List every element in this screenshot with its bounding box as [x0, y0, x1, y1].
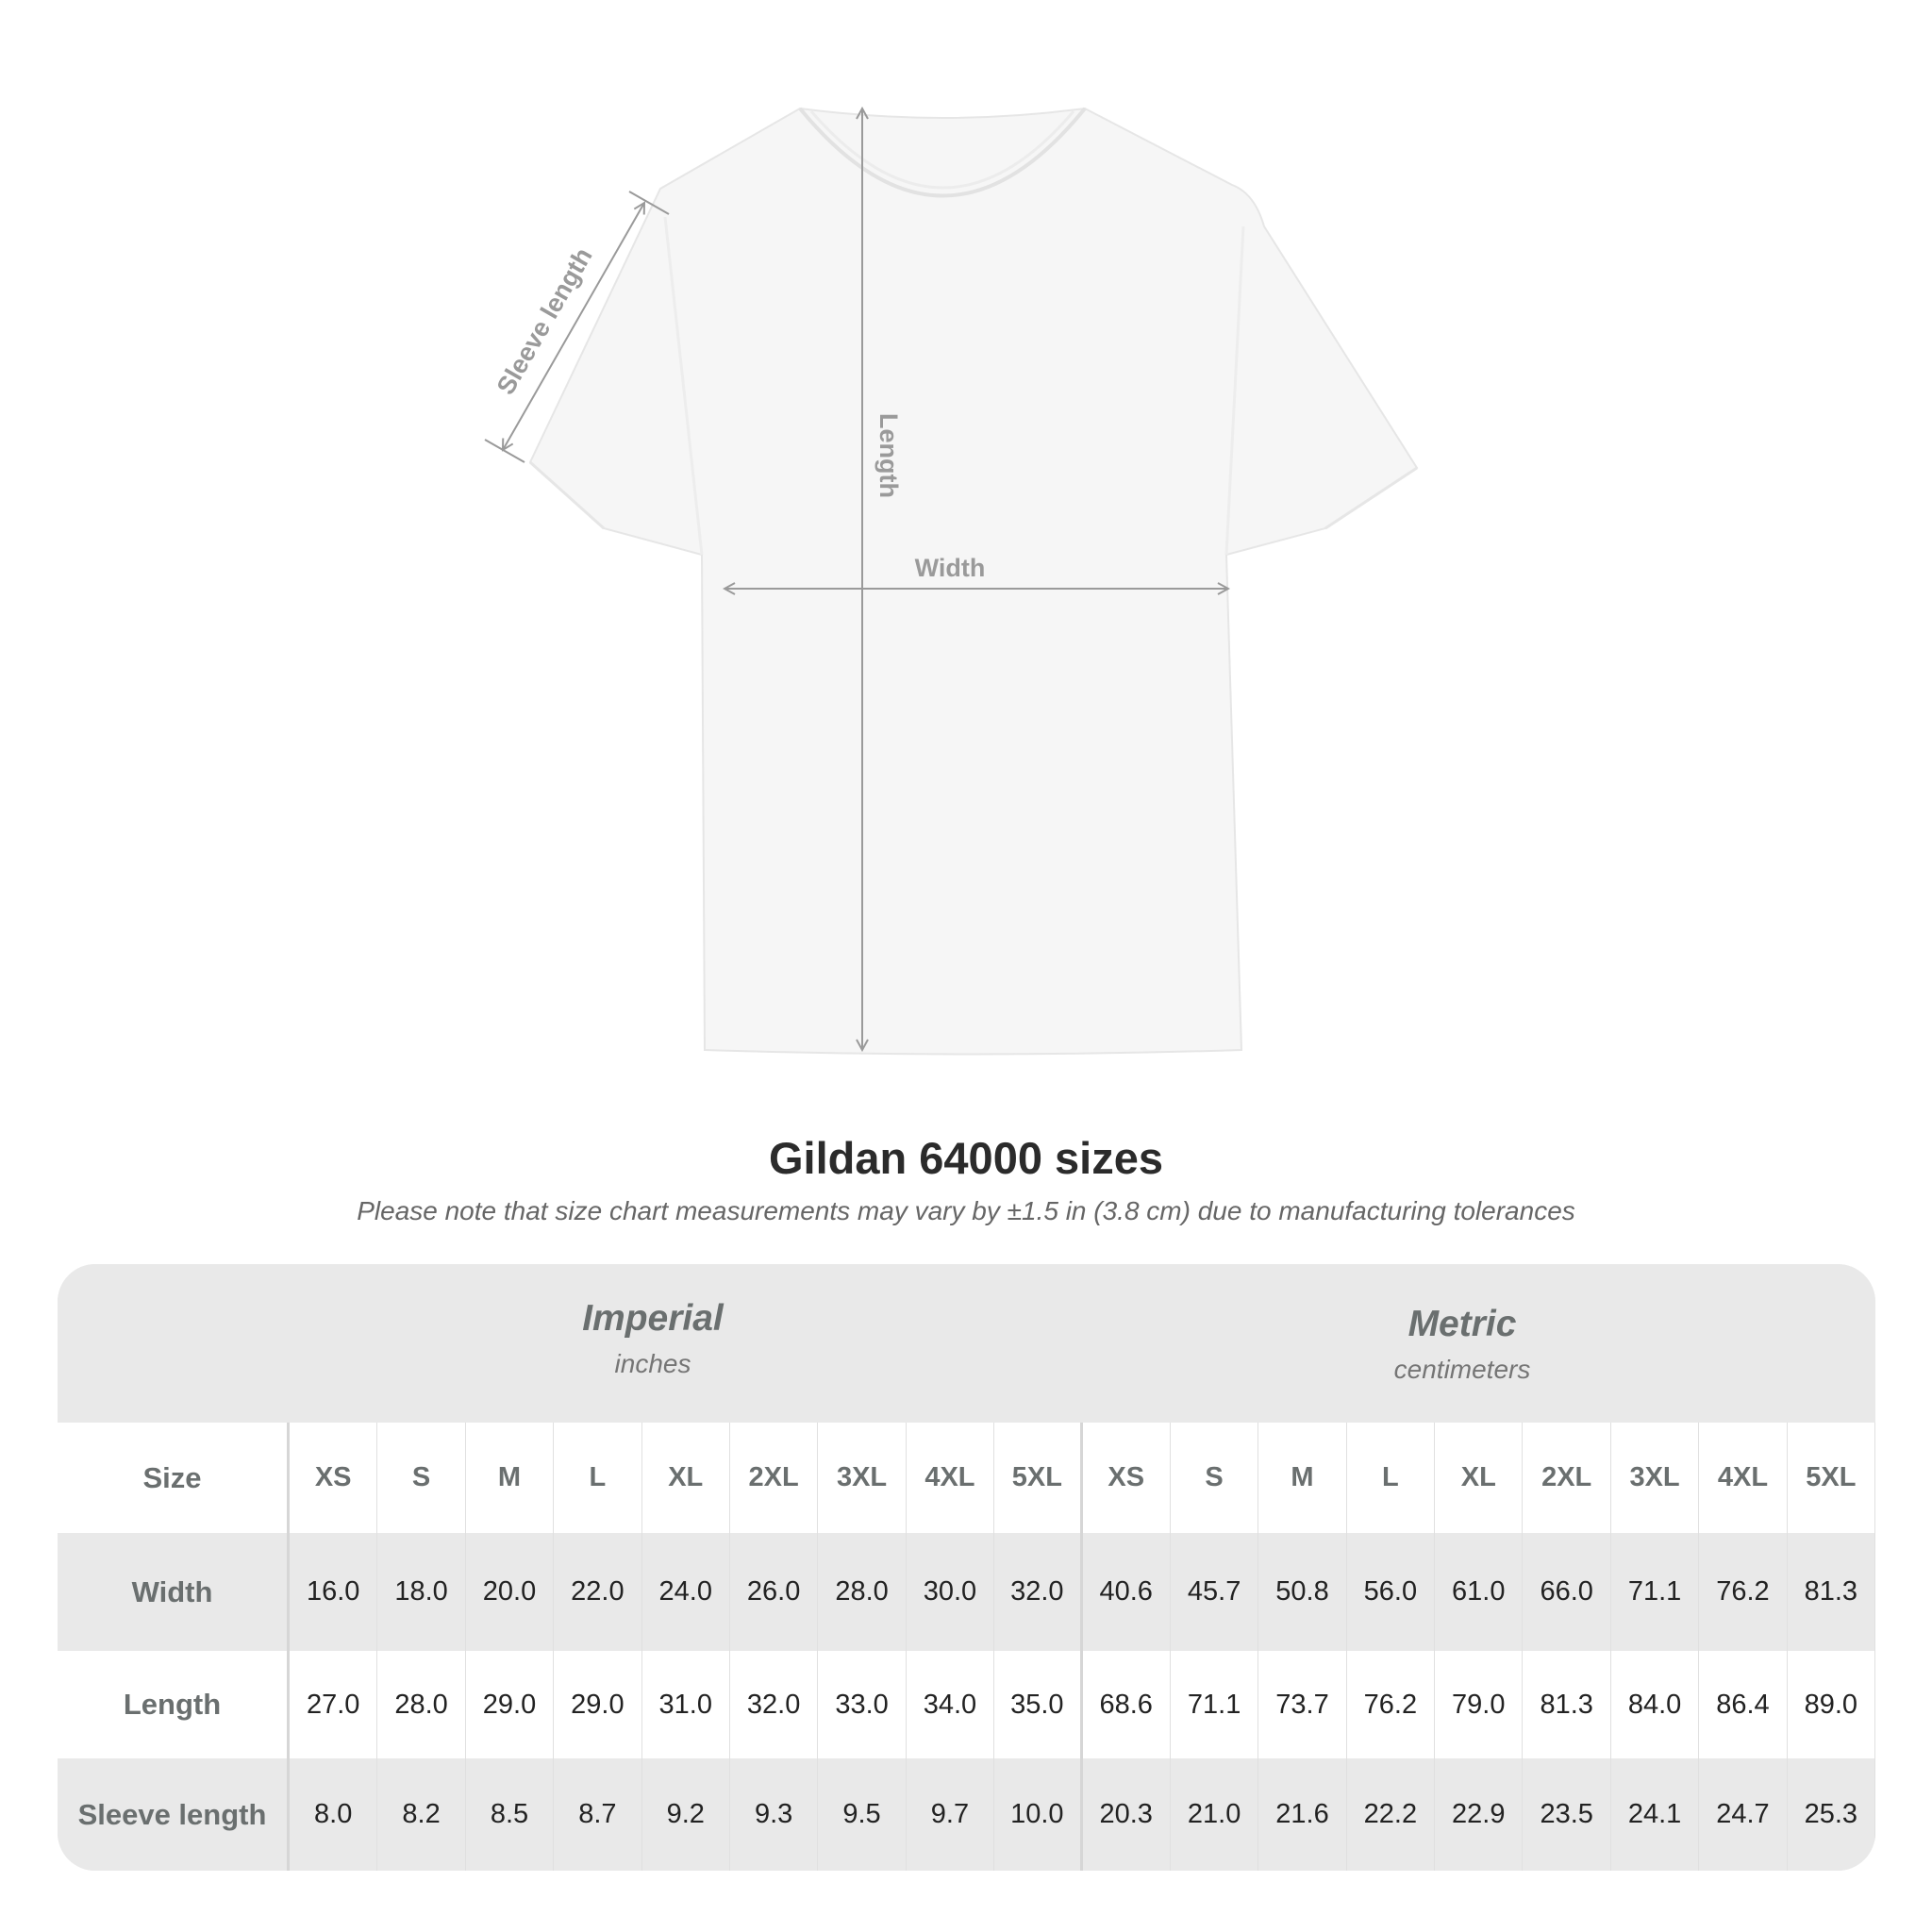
length-label: Length — [874, 413, 903, 498]
tshirt-diagram: Width Length Sleeve length — [484, 0, 1419, 1056]
imperial-size-header: 3XL — [818, 1423, 907, 1533]
metric-title: Metric — [1407, 1304, 1517, 1344]
tshirt-image — [528, 107, 1419, 1056]
imperial-cell: 8.5 — [466, 1758, 555, 1871]
metric-size-header: S — [1171, 1423, 1259, 1533]
imperial-size-header: S — [377, 1423, 466, 1533]
imperial-cell: 9.3 — [730, 1758, 819, 1871]
imperial-cell: 26.0 — [730, 1533, 819, 1651]
sleeve-arrow — [484, 191, 670, 463]
metric-cell: 86.4 — [1699, 1651, 1788, 1758]
metric-size-header: L — [1347, 1423, 1436, 1533]
metric-cell: 76.2 — [1699, 1533, 1788, 1651]
imperial-cell: 18.0 — [377, 1533, 466, 1651]
table-row: Length 27.0 28.0 29.0 29.0 31.0 32.0 33.0 34.0 35… — [58, 1651, 1875, 1758]
imperial-cell: 8.0 — [290, 1758, 378, 1871]
row-label: Size — [58, 1423, 290, 1533]
imperial-header: Imperial inches — [370, 1298, 936, 1379]
table-row: Sleeve length 8.0 8.2 8.5 8.7 9.2 9.3 9.5 9.7 10.… — [58, 1758, 1875, 1871]
imperial-cell: 16.0 — [290, 1533, 378, 1651]
imperial-size-header: 2XL — [730, 1423, 819, 1533]
page-title: Gildan 64000 sizes — [768, 1133, 1164, 1183]
row-label: Width — [58, 1533, 290, 1651]
imperial-cell: 32.0 — [730, 1651, 819, 1758]
imperial-cell: 8.7 — [554, 1758, 642, 1871]
metric-cell: 84.0 — [1611, 1651, 1700, 1758]
imperial-cell: 9.2 — [642, 1758, 730, 1871]
metric-cell: 73.7 — [1258, 1651, 1347, 1758]
metric-cell: 50.8 — [1258, 1533, 1347, 1651]
imperial-size-header: 4XL — [907, 1423, 995, 1533]
metric-cell: 89.0 — [1788, 1651, 1875, 1758]
metric-cell: 20.3 — [1083, 1758, 1171, 1871]
metric-size-header: XS — [1083, 1423, 1171, 1533]
metric-unit: centimeters — [1393, 1355, 1531, 1384]
width-label: Width — [915, 554, 986, 582]
imperial-cell: 32.0 — [994, 1533, 1083, 1651]
metric-cell: 21.6 — [1258, 1758, 1347, 1871]
metric-size-header: 5XL — [1788, 1423, 1875, 1533]
row-label: Length — [58, 1651, 290, 1758]
metric-cell: 68.6 — [1083, 1651, 1171, 1758]
metric-cell: 71.1 — [1171, 1651, 1259, 1758]
row-label: Sleeve length — [58, 1758, 290, 1871]
size-header-row: Size XS S M L XL 2XL 3XL 4XL 5XL XS S M L XL 2XL 3XL 4XL 5… — [58, 1423, 1875, 1533]
metric-cell: 24.7 — [1699, 1758, 1788, 1871]
metric-cell: 76.2 — [1347, 1651, 1436, 1758]
imperial-cell: 22.0 — [554, 1533, 642, 1651]
imperial-title: Imperial — [582, 1298, 724, 1339]
imperial-cell: 33.0 — [818, 1651, 907, 1758]
metric-cell: 25.3 — [1788, 1758, 1875, 1871]
imperial-cell: 8.2 — [377, 1758, 466, 1871]
imperial-cell: 28.0 — [818, 1533, 907, 1651]
metric-cell: 66.0 — [1523, 1533, 1611, 1651]
imperial-cell: 9.5 — [818, 1758, 907, 1871]
metric-cell: 21.0 — [1171, 1758, 1259, 1871]
metric-cell: 56.0 — [1347, 1533, 1436, 1651]
metric-size-header: 2XL — [1523, 1423, 1611, 1533]
metric-size-header: 4XL — [1699, 1423, 1788, 1533]
imperial-cell: 27.0 — [290, 1651, 378, 1758]
imperial-cell: 29.0 — [554, 1651, 642, 1758]
size-table: Imperial inches Metric centimeters Size X… — [58, 1264, 1875, 1871]
imperial-unit: inches — [614, 1349, 691, 1378]
imperial-cell: 24.0 — [642, 1533, 730, 1651]
imperial-cell: 29.0 — [466, 1651, 555, 1758]
metric-header: Metric centimeters — [1179, 1304, 1745, 1385]
metric-cell: 61.0 — [1435, 1533, 1524, 1651]
metric-cell: 81.3 — [1523, 1651, 1611, 1758]
imperial-size-header: XS — [290, 1423, 378, 1533]
tolerance-note: Please note that size chart measurements… — [357, 1196, 1575, 1225]
imperial-cell: 20.0 — [466, 1533, 555, 1651]
metric-size-header: 3XL — [1611, 1423, 1700, 1533]
table-row: Width 16.0 18.0 20.0 22.0 24.0 26.0 28.0 30.0 32.… — [58, 1533, 1875, 1651]
metric-size-header: M — [1258, 1423, 1347, 1533]
metric-cell: 23.5 — [1523, 1758, 1611, 1871]
imperial-size-header: M — [466, 1423, 555, 1533]
metric-cell: 22.2 — [1347, 1758, 1436, 1871]
metric-cell: 81.3 — [1788, 1533, 1875, 1651]
metric-cell: 40.6 — [1083, 1533, 1171, 1651]
metric-cell: 24.1 — [1611, 1758, 1700, 1871]
imperial-cell: 35.0 — [994, 1651, 1083, 1758]
imperial-cell: 30.0 — [907, 1533, 995, 1651]
imperial-cell: 10.0 — [994, 1758, 1083, 1871]
imperial-cell: 31.0 — [642, 1651, 730, 1758]
metric-cell: 79.0 — [1435, 1651, 1524, 1758]
imperial-size-header: XL — [642, 1423, 730, 1533]
metric-size-header: XL — [1435, 1423, 1524, 1533]
imperial-cell: 28.0 — [377, 1651, 466, 1758]
metric-cell: 45.7 — [1171, 1533, 1259, 1651]
metric-cell: 22.9 — [1435, 1758, 1524, 1871]
unit-header-band: Imperial inches Metric centimeters — [58, 1264, 1875, 1423]
imperial-size-header: 5XL — [994, 1423, 1083, 1533]
imperial-size-header: L — [554, 1423, 642, 1533]
metric-cell: 71.1 — [1611, 1533, 1700, 1651]
imperial-cell: 34.0 — [907, 1651, 995, 1758]
imperial-cell: 9.7 — [907, 1758, 995, 1871]
